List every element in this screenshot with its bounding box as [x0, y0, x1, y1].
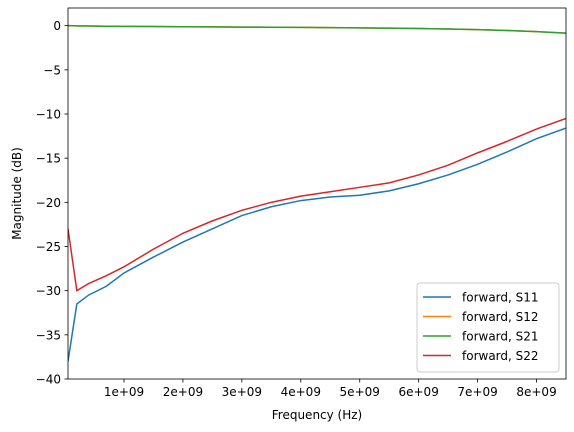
plot-frame — [67, 7, 567, 380]
legend-label-1: forward, S11 — [462, 291, 539, 305]
legend: forward, S11 forward, S12 forward, S21 forw… — [416, 282, 560, 373]
series-line-1 — [68, 127, 566, 362]
axes-layer: 1e+09 2e+09 3e+09 4e+09 5e+09 6e+09 7e+09 8e+09… — [36, 7, 567, 399]
legend-label-4: forward, S22 — [462, 349, 539, 363]
x-tick-label: 6e+09 — [398, 385, 438, 399]
y-tick-label: −40 — [36, 373, 61, 387]
y-tick-label: −5 — [43, 63, 61, 77]
x-tick-label: 2e+09 — [163, 385, 203, 399]
x-tick-label: 1e+09 — [104, 385, 144, 399]
y-tick-label: −25 — [36, 240, 61, 254]
x-tick-label: 4e+09 — [281, 385, 321, 399]
x-tick-label: 8e+09 — [516, 385, 556, 399]
y-tick-label: −30 — [36, 284, 61, 298]
y-tick-label: −35 — [36, 328, 61, 342]
x-tick-label: 5e+09 — [340, 385, 380, 399]
y-tick-label: −15 — [36, 152, 61, 166]
y-tick-label: 0 — [53, 19, 61, 33]
y-tick-label: −20 — [36, 196, 61, 210]
y-tick-label: −10 — [36, 108, 61, 122]
series-line-4 — [68, 117, 566, 292]
y-axis-label: Magnitude (dB) — [10, 147, 24, 240]
x-tick-label: 7e+09 — [457, 385, 497, 399]
x-tick-label: 3e+09 — [222, 385, 262, 399]
legend-label-3: forward, S21 — [462, 330, 539, 344]
series-layer — [68, 24, 566, 362]
legend-label-2: forward, S12 — [462, 310, 539, 324]
x-axis-label: Frequency (Hz) — [272, 408, 363, 422]
series-line-3 — [68, 24, 566, 34]
legend-box — [416, 282, 560, 373]
